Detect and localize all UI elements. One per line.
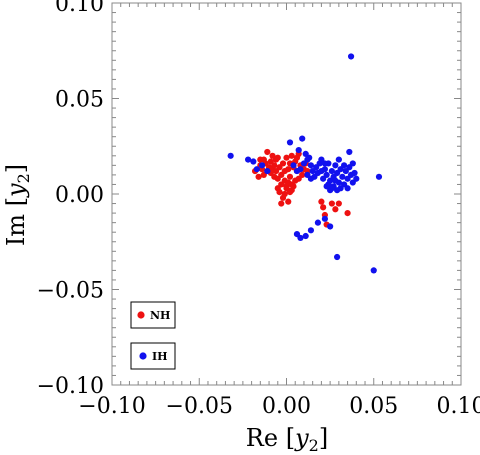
data-point-ih: [340, 162, 348, 169]
data-point-nh: [344, 210, 351, 217]
data-point-ih: [346, 148, 353, 156]
data-point-ih: [353, 175, 360, 182]
data-point-ih: [293, 167, 301, 175]
data-point-nh: [285, 198, 292, 205]
data-point-nh: [283, 154, 290, 161]
data-point-ih: [258, 162, 266, 169]
y-tick-label: 0.00: [55, 183, 104, 208]
data-point-nh: [279, 160, 287, 167]
data-point-nh: [288, 152, 295, 159]
data-point-ih: [327, 223, 334, 230]
data-point-ih: [323, 171, 330, 178]
data-point-ih: [339, 173, 346, 180]
x-axis-label: Re [y2]: [246, 424, 328, 455]
data-point-ih: [307, 227, 315, 234]
data-point-ih: [349, 160, 356, 167]
x-tick-label: −0.10: [78, 394, 145, 419]
data-point-nh: [285, 179, 292, 186]
legend-box-ih: [130, 342, 176, 370]
data-point-ih: [307, 162, 315, 169]
data-point-nh: [293, 154, 301, 161]
data-point-ih: [321, 166, 328, 173]
legend-label-nh: NH: [150, 309, 170, 322]
y-tick-label: −0.10: [37, 374, 104, 399]
data-point-ih: [347, 53, 355, 60]
data-point-ih: [250, 158, 257, 165]
data-point-ih: [245, 156, 252, 163]
data-point-nh: [271, 162, 278, 169]
legend-label-ih: IH: [152, 350, 168, 363]
data-point-nh: [299, 171, 306, 178]
data-point-ih: [314, 219, 322, 226]
data-point-ih: [300, 160, 308, 167]
data-point-nh: [318, 198, 325, 205]
data-point-nh: [269, 152, 276, 159]
data-point-ih: [318, 156, 325, 163]
y-tick-label: 0.10: [55, 0, 104, 17]
data-point-nh: [255, 173, 262, 180]
data-point-ih: [293, 231, 301, 238]
data-point-ih: [286, 139, 294, 146]
x-tick-label: 0.05: [349, 394, 398, 419]
y-tick-label: −0.05: [37, 279, 104, 304]
legend-marker-ih: [139, 352, 147, 360]
data-point-ih: [321, 215, 328, 222]
data-point-ih: [290, 162, 297, 169]
data-point-nh: [290, 183, 297, 190]
y-tick-label: 0.05: [55, 88, 104, 113]
data-point-ih: [295, 146, 302, 154]
data-point-ih: [332, 177, 339, 184]
data-point-nh: [264, 148, 271, 156]
data-points: [227, 53, 383, 274]
data-point-nh: [320, 204, 327, 211]
data-point-ih: [323, 183, 330, 190]
data-point-ih: [334, 187, 341, 194]
data-point-nh: [328, 200, 335, 207]
x-tick-labels: −0.10 −0.05 0.00 0.05 0.10: [78, 394, 480, 419]
data-point-ih: [334, 253, 341, 261]
frame-ticks: [111, 2, 462, 386]
x-tick-label: −0.05: [166, 394, 233, 419]
x-tick-label: 0.10: [437, 394, 480, 419]
x-tick-label: 0.00: [262, 394, 311, 419]
data-point-nh: [260, 156, 267, 163]
data-point-ih: [307, 175, 315, 182]
data-point-nh: [276, 188, 283, 196]
data-point-ih: [335, 156, 342, 163]
data-point-nh: [278, 200, 285, 207]
legend-marker-nh: [137, 311, 145, 319]
data-point-nh: [335, 200, 342, 207]
data-point-ih: [328, 167, 335, 175]
data-point-ih: [227, 152, 234, 159]
data-point-nh: [332, 206, 339, 213]
legend: NH IH: [130, 301, 176, 370]
data-point-ih: [253, 166, 260, 173]
y-axis-label: Im [y2]: [2, 164, 33, 246]
data-point-ih: [264, 167, 271, 175]
data-point-nh: [286, 173, 294, 180]
data-point-ih: [332, 162, 339, 169]
y-tick-labels: 0.10 0.05 0.00 −0.05 −0.10: [37, 0, 104, 399]
data-point-ih: [351, 169, 358, 177]
data-point-nh: [281, 190, 288, 198]
data-point-ih: [299, 135, 306, 142]
data-point-ih: [302, 232, 309, 240]
data-point-ih: [370, 267, 377, 274]
data-point-nh: [285, 166, 292, 173]
data-point-ih: [375, 173, 383, 180]
data-point-nh: [274, 154, 281, 161]
data-point-ih: [344, 185, 351, 192]
